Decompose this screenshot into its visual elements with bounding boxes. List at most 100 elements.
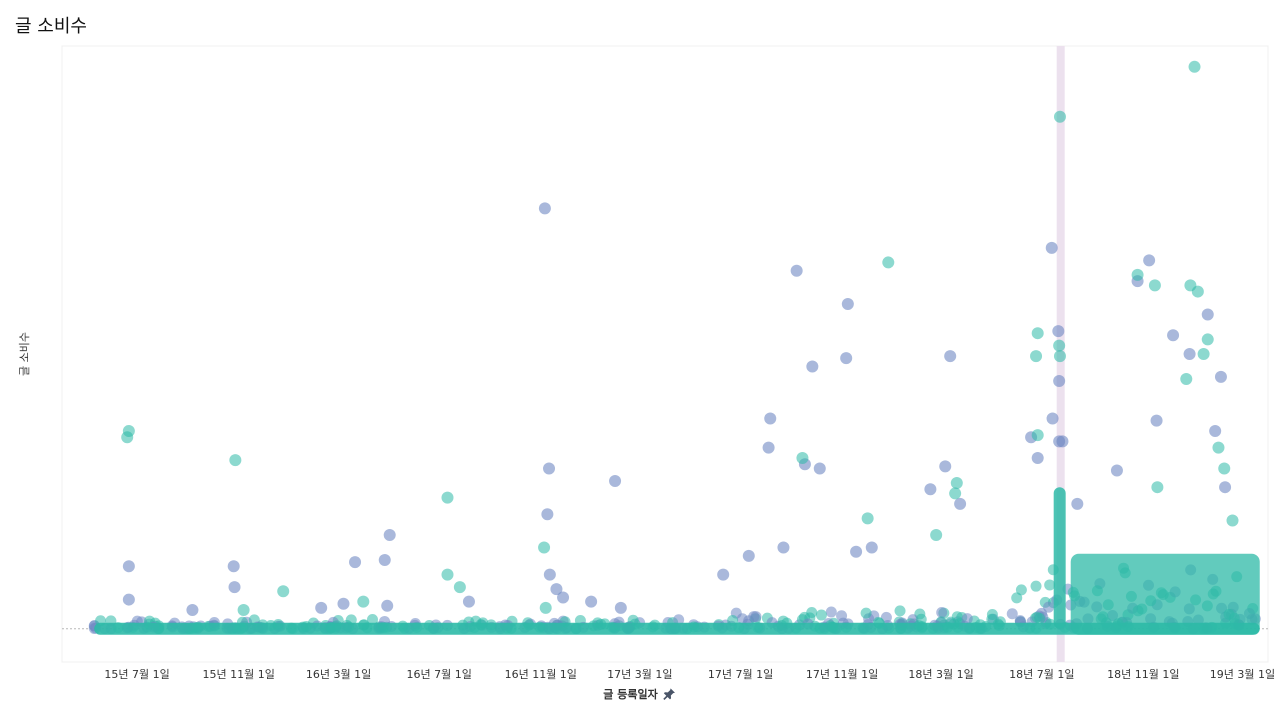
data-point (764, 412, 777, 425)
data-point (1053, 350, 1066, 363)
data-point (954, 497, 967, 510)
data-point (777, 541, 790, 554)
data-point (1131, 268, 1144, 281)
cloud-point (1034, 612, 1046, 624)
data-point (1183, 348, 1196, 360)
data-point (882, 256, 895, 269)
data-point (1053, 375, 1066, 388)
data-point (337, 597, 350, 610)
data-point (1191, 285, 1204, 298)
data-point (441, 568, 454, 581)
baseline-cloud (94, 622, 1260, 635)
data-point (1209, 425, 1222, 437)
data-point (538, 541, 551, 554)
pin-icon[interactable] (663, 687, 677, 701)
data-point (1052, 325, 1065, 338)
data-point (1219, 481, 1232, 494)
data-point (609, 474, 622, 487)
data-point (717, 568, 730, 581)
data-point (1167, 329, 1180, 342)
data-point (585, 595, 598, 608)
data-point (381, 599, 394, 612)
data-point (538, 202, 551, 215)
cloud-point (815, 609, 827, 621)
data-point (543, 568, 556, 581)
data-point (122, 593, 135, 606)
data-point (1188, 60, 1201, 73)
data-point (865, 541, 878, 554)
data-point (1056, 435, 1069, 448)
data-point (1150, 414, 1163, 427)
data-point (930, 529, 943, 542)
data-point (1143, 254, 1156, 267)
x-tick-label: 18년 3월 1일 (908, 667, 973, 681)
data-point (742, 549, 755, 562)
data-point (441, 491, 454, 504)
data-point (383, 529, 396, 542)
data-point (944, 350, 957, 363)
x-tick-label: 17년 3월 1일 (607, 667, 672, 681)
data-point (614, 601, 627, 614)
x-tick-label: 17년 7월 1일 (708, 667, 773, 681)
data-point (950, 477, 963, 490)
data-point (357, 595, 370, 608)
cloud-point (1044, 579, 1056, 591)
cloud-point (936, 606, 948, 618)
data-point (924, 483, 937, 496)
cloud-point (894, 605, 906, 617)
data-point (1031, 452, 1044, 465)
cloud-point (860, 607, 872, 619)
data-point (1030, 350, 1043, 363)
cloud-point (1011, 592, 1023, 604)
data-point (541, 508, 554, 521)
data-point (543, 462, 556, 475)
data-point (1212, 441, 1225, 454)
data-point (1071, 497, 1084, 510)
data-point (122, 425, 135, 437)
data-point (550, 583, 563, 596)
x-tick-label: 18년 11월 1일 (1107, 667, 1179, 681)
data-point (813, 462, 826, 475)
x-tick-label: 19년 3월 1일 (1210, 667, 1275, 681)
data-point (1031, 327, 1044, 340)
data-point (939, 460, 952, 473)
x-tick-label: 15년 7월 1일 (104, 667, 169, 681)
cloud-point (1030, 580, 1042, 592)
cloud-point (345, 614, 357, 626)
x-tick-label: 18년 7월 1일 (1009, 667, 1074, 681)
data-point (122, 560, 135, 573)
data-point (277, 585, 290, 598)
cloud-point (366, 613, 378, 625)
data-point (378, 554, 391, 567)
data-point (1180, 372, 1193, 385)
data-point (840, 352, 853, 365)
data-point (1151, 481, 1164, 494)
cloud-point (825, 606, 837, 618)
data-point (315, 601, 328, 614)
cloud-point (748, 611, 760, 623)
x-tick-label: 17년 11월 1일 (806, 667, 878, 681)
data-point (796, 452, 809, 465)
data-point (539, 601, 552, 614)
data-point (1110, 464, 1123, 477)
cloud-point (673, 614, 685, 626)
data-point (462, 595, 475, 608)
cloud-point (1006, 608, 1018, 620)
dense-cloud-block (1070, 553, 1260, 635)
data-point (349, 556, 362, 569)
data-point (557, 591, 570, 604)
data-point (1197, 348, 1210, 360)
cloud-point (1043, 601, 1055, 613)
chart-title: 글 소비수 (15, 16, 87, 37)
plot-area (61, 45, 1269, 663)
x-tick-label: 15년 11월 1일 (202, 667, 274, 681)
data-point (806, 360, 819, 373)
data-point (861, 512, 874, 525)
x-tick-label: 16년 7월 1일 (407, 667, 472, 681)
x-tick-label: 16년 3월 1일 (306, 667, 371, 681)
x-axis-label[interactable]: 글 등록일자 (603, 688, 658, 701)
data-point (841, 298, 854, 311)
data-point (229, 454, 242, 467)
data-point (237, 603, 250, 616)
